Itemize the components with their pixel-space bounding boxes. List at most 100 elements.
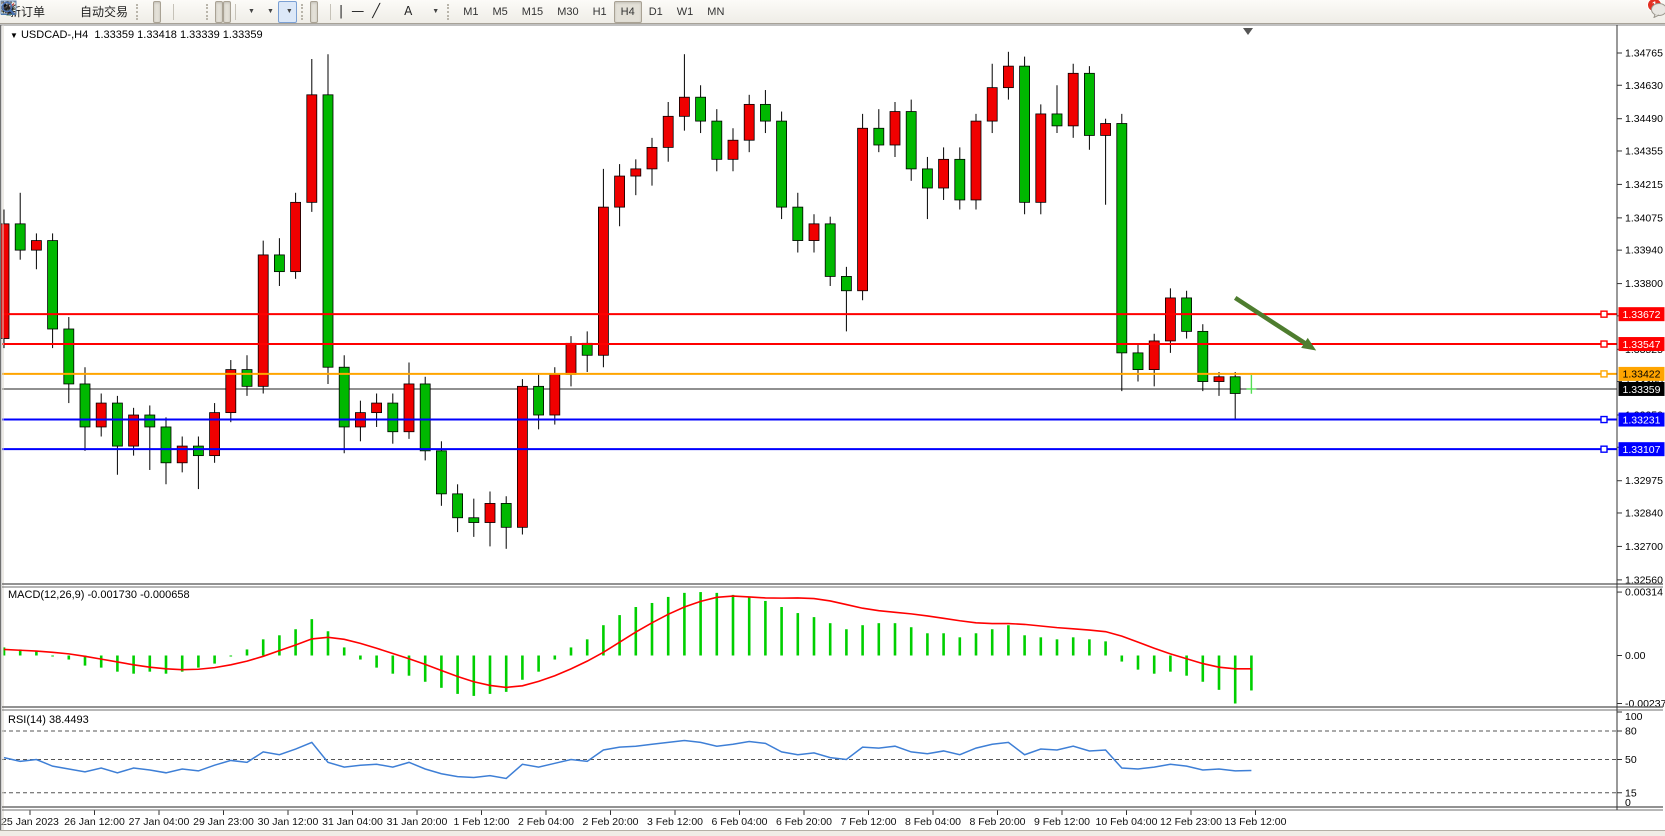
price-tick-label: 1.34490 xyxy=(1625,113,1663,125)
zoom-out-button[interactable] xyxy=(1,0,194,23)
line-handle[interactable] xyxy=(1600,310,1608,318)
price-tick-label: 1.32975 xyxy=(1625,475,1663,487)
macd-histogram-bar xyxy=(423,655,427,682)
search-button[interactable] xyxy=(1,1,1641,23)
candle-bear xyxy=(144,414,156,428)
candle-bull xyxy=(662,115,674,148)
indicators-button[interactable]: ▼ xyxy=(1,1,259,23)
crosshair-button[interactable] xyxy=(1,1,326,23)
candle-bear xyxy=(760,103,771,122)
time-label: 30 Jan 12:00 xyxy=(258,816,319,828)
macd-histogram-bar xyxy=(488,655,492,694)
candlestick-chart-button[interactable] xyxy=(2,0,162,23)
text-icon: A xyxy=(404,4,413,18)
auto-trading-button[interactable]: 自动交易 xyxy=(0,1,132,23)
macd-histogram-bar xyxy=(553,655,557,660)
chart-dropdown-icon[interactable]: ▼ xyxy=(10,31,18,40)
macd-histogram-bar xyxy=(666,596,670,656)
candle-bull xyxy=(1165,297,1176,342)
macd-values: -0.001730 -0.000658 xyxy=(87,589,190,601)
timeframe-h4[interactable]: H4 xyxy=(613,0,642,23)
time-label: 6 Feb 04:00 xyxy=(711,816,767,828)
toolbar-grip xyxy=(206,3,211,20)
text-label-tool[interactable]: T xyxy=(1,1,424,23)
zoom-in-button[interactable] xyxy=(1,0,186,23)
candle-bull xyxy=(743,103,755,141)
macd-histogram-bar xyxy=(148,655,152,672)
macd-histogram-bar xyxy=(229,655,233,657)
bar-chart-button[interactable] xyxy=(1,1,153,23)
macd-histogram-bar xyxy=(585,639,589,656)
arrows-tool[interactable]: ▼ xyxy=(2,1,443,23)
timeframe-mn[interactable]: MN xyxy=(707,5,725,18)
timeframe-d1[interactable]: D1 xyxy=(648,5,663,18)
candle-bear xyxy=(1019,65,1030,203)
timeframe-h1[interactable]: H1 xyxy=(592,5,607,18)
line-handle[interactable] xyxy=(1600,370,1608,378)
macd-histogram-bar xyxy=(213,655,216,664)
macd-histogram-bar xyxy=(456,655,459,694)
market-watch-button[interactable] xyxy=(1,0,57,23)
trend-arrow-object[interactable] xyxy=(1233,296,1310,347)
line-handle[interactable] xyxy=(1600,445,1608,453)
data-window-button[interactable] xyxy=(0,1,65,23)
templates-button[interactable]: ▼ xyxy=(0,0,297,23)
toolbar-right-group: 1 xyxy=(1,0,1665,23)
signals-button[interactable] xyxy=(0,0,73,23)
macd-histogram-bar xyxy=(990,629,994,656)
time-label: 6 Feb 20:00 xyxy=(776,816,832,828)
macd-histogram-bar xyxy=(245,649,249,656)
timeframe-m15[interactable]: M15 xyxy=(521,5,544,18)
horizontal-line-icon: — xyxy=(351,4,365,19)
tile-windows-button[interactable] xyxy=(1,1,202,23)
candle-bear xyxy=(241,369,253,387)
macd-histogram-bar xyxy=(747,596,751,656)
channel-tool[interactable]: E xyxy=(1,1,392,23)
candle-bear xyxy=(160,426,172,464)
line-handle[interactable] xyxy=(1600,340,1608,348)
notifications-button[interactable]: 1 xyxy=(1646,0,1665,23)
timeframe-m30[interactable]: M30 xyxy=(557,5,579,18)
macd-histogram-bar xyxy=(926,633,929,656)
timeframe-m5[interactable]: M5 xyxy=(492,5,508,18)
timeframe-m1[interactable]: M1 xyxy=(463,5,479,18)
shift-marker-icon[interactable] xyxy=(1243,28,1253,35)
chart-window-title: ▼ USDCAD-,H4 1.33359 1.33418 1.33339 1.3… xyxy=(10,29,263,41)
line-handle[interactable] xyxy=(1600,415,1608,424)
macd-name: MACD(12,26,9) xyxy=(8,589,85,601)
line-chart-button[interactable] xyxy=(0,1,169,23)
trendline-tool[interactable]: ╱ xyxy=(368,1,384,23)
time-label: 13 Feb 12:00 xyxy=(1225,816,1287,828)
toolbar-separator xyxy=(235,3,237,20)
macd-histogram-bar xyxy=(310,619,314,656)
candle-bear xyxy=(273,254,285,273)
auto-scroll-button[interactable] xyxy=(1,0,224,23)
macd-histogram-bar xyxy=(780,607,783,656)
time-label: 26 Jan 12:00 xyxy=(64,816,125,828)
macd-histogram-bar xyxy=(699,592,702,656)
candle-bull xyxy=(0,223,10,339)
macd-histogram-bar xyxy=(569,647,573,656)
timeframe-w1[interactable]: W1 xyxy=(676,5,694,18)
candle-bull xyxy=(938,158,949,189)
chart-shift-button[interactable] xyxy=(1,0,232,23)
candle-bear xyxy=(452,493,464,519)
horizontal-line-tool[interactable]: — xyxy=(347,1,368,23)
rsi-axis-label: 80 xyxy=(1625,726,1637,738)
time-label: 1 Feb 12:00 xyxy=(453,816,509,828)
toolbar-grip xyxy=(300,3,306,20)
periods-button[interactable]: ▼ xyxy=(0,0,278,23)
price-tick-label: 1.32700 xyxy=(1625,541,1663,553)
text-tool[interactable]: A xyxy=(400,1,416,23)
vertical-line-tool[interactable]: | xyxy=(335,1,347,23)
macd-signal-line xyxy=(3,595,1252,689)
macd-histogram-bar xyxy=(67,655,71,660)
cursor-button[interactable] xyxy=(3,0,318,23)
chart-background xyxy=(0,25,1665,836)
line-price-tag xyxy=(1618,307,1665,322)
fibonacci-tool[interactable]: F xyxy=(2,1,400,23)
macd-histogram-bar xyxy=(1039,637,1043,656)
macd-histogram-bar xyxy=(2,647,6,656)
candle-bear xyxy=(695,96,706,122)
